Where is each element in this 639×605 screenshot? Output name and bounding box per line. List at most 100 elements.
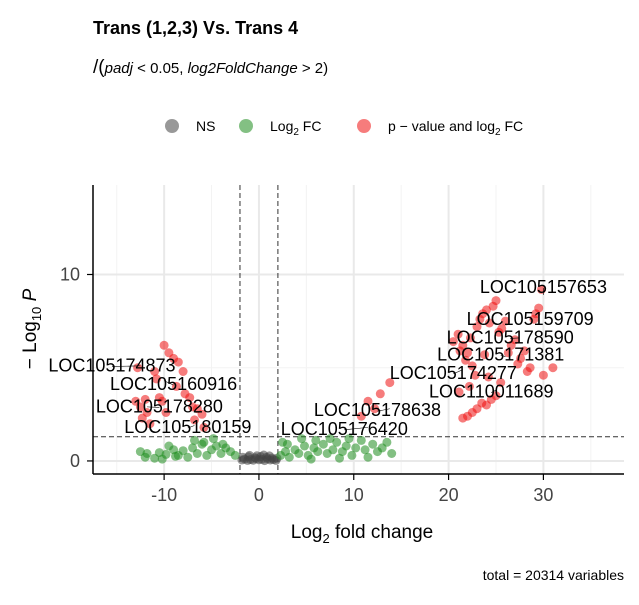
data-point-pfc <box>496 378 506 388</box>
subtitle-term-lfc: log2FoldChange <box>188 60 298 77</box>
data-point-fc <box>171 451 180 461</box>
data-point-pfc <box>491 391 501 401</box>
data-point-fc <box>140 452 150 462</box>
data-point-pfc <box>534 303 544 313</box>
data-point-pfc <box>548 363 558 373</box>
data-point-pfc <box>525 363 535 373</box>
data-point-fc <box>356 435 366 445</box>
data-point-pfc <box>519 346 529 356</box>
data-point-pfc <box>483 372 493 382</box>
point-label: LOC105171381 <box>437 344 564 364</box>
x-axis-title-pre: Log <box>291 522 323 543</box>
data-point-ns <box>252 451 262 461</box>
data-point-pfc <box>538 370 548 380</box>
data-point-fc <box>344 434 354 444</box>
data-point-pfc <box>458 413 468 423</box>
y-axis-title-pre: − Log <box>20 321 41 369</box>
point-label: LOC105178590 <box>447 327 574 347</box>
label-connector <box>111 365 141 367</box>
x-tick-label: -10 <box>151 485 177 505</box>
data-point-fc <box>351 443 361 453</box>
point-label: LOC110011689 <box>429 382 553 402</box>
x-axis-title-post: fold change <box>330 522 434 543</box>
data-point-pfc <box>157 396 167 406</box>
data-point-pfc <box>150 367 160 376</box>
data-point-pfc <box>448 337 458 347</box>
x-tick-label: 0 <box>254 485 264 505</box>
y-tick-label: 10 <box>60 264 80 284</box>
y-tick-label: 0 <box>70 451 80 471</box>
data-point-fc <box>178 446 188 456</box>
point-label: LOC105159709 <box>467 309 594 329</box>
data-point-pfc <box>133 363 143 373</box>
legend-label-ns: NS <box>196 118 215 134</box>
data-point-pfc <box>185 393 195 403</box>
legend: NS Log2 FC p − value and log2 FC <box>165 118 523 138</box>
legend-label-fc: Log2 FC <box>270 118 321 138</box>
data-point-pfc <box>537 284 546 294</box>
point-labels: LOC105157653LOC105159709LOC105178590LOC1… <box>48 277 607 439</box>
legend-marker-pfc <box>357 119 371 133</box>
data-point-fc <box>382 437 392 447</box>
legend-label-subscript: 2 <box>293 127 299 138</box>
label-connectors <box>111 288 544 431</box>
data-point-fc <box>278 437 288 447</box>
label-connector <box>510 337 519 339</box>
data-point-fc <box>328 445 338 455</box>
data-point-fc <box>183 452 193 462</box>
data-point-fc <box>318 439 328 449</box>
data-point-fc <box>161 449 171 459</box>
chart-title: Trans (1,2,3) Vs. Trans 4 <box>93 18 298 38</box>
data-point-ns <box>264 451 274 461</box>
data-point-pfc <box>190 415 199 425</box>
data-point-pfc <box>385 378 395 388</box>
x-axis-title: Log2 fold change <box>291 522 433 546</box>
point-label: LOC105176420 <box>281 419 408 439</box>
label-connector <box>500 354 506 357</box>
data-point-ns <box>245 450 254 460</box>
data-point-pfc <box>178 367 188 376</box>
subtitle-op-1: < 0.05, <box>133 60 188 77</box>
label-connector <box>453 369 463 375</box>
chart-subtitle: /(padj < 0.05, log2FoldChange > 2) <box>93 57 328 78</box>
legend-marker-fc <box>239 119 253 133</box>
data-point-fc <box>284 452 294 462</box>
legend-label-text: NS <box>196 118 215 134</box>
legend-label-text: Log <box>270 118 293 134</box>
label-connector <box>147 406 160 408</box>
subtitle-term-padj: padj <box>104 60 134 77</box>
data-point-pfc <box>497 324 507 334</box>
subtitle-open: /( <box>93 57 105 78</box>
data-point-pfc <box>173 357 183 367</box>
label-connector <box>377 408 390 412</box>
data-point-fc <box>192 449 202 458</box>
legend-marker-ns <box>165 119 179 133</box>
point-label: LOC105174277 <box>390 363 517 383</box>
y-axis-title: − Log10 P <box>20 288 44 369</box>
data-point-fc <box>300 441 309 451</box>
data-point-pfc <box>199 422 209 432</box>
data-point-pfc <box>470 370 480 380</box>
label-connector <box>187 425 195 429</box>
data-point-pfc <box>472 322 482 332</box>
data-point-fc <box>325 434 335 444</box>
data-point-pfc <box>467 361 477 371</box>
point-label: LOC105180159 <box>124 417 251 437</box>
label-connector <box>163 380 174 386</box>
data-point-fc <box>230 450 240 460</box>
data-point-fc <box>199 437 209 447</box>
data-point-pfc <box>363 396 373 406</box>
data-point-pfc <box>454 387 464 397</box>
data-point-fc <box>387 449 397 458</box>
point-label: LOC105178280 <box>96 396 223 416</box>
caption: total = 20314 variables <box>483 567 624 583</box>
axes: -10 0 10 20 30 0 10 <box>60 185 624 505</box>
legend-label-pfc: p − value and log2 FC <box>388 118 523 138</box>
data-point-fc <box>208 434 218 444</box>
y-axis-title-post: P <box>20 288 41 306</box>
data-point-fc <box>368 439 378 449</box>
data-point-fc <box>297 434 307 444</box>
data-point-fc <box>341 441 351 451</box>
